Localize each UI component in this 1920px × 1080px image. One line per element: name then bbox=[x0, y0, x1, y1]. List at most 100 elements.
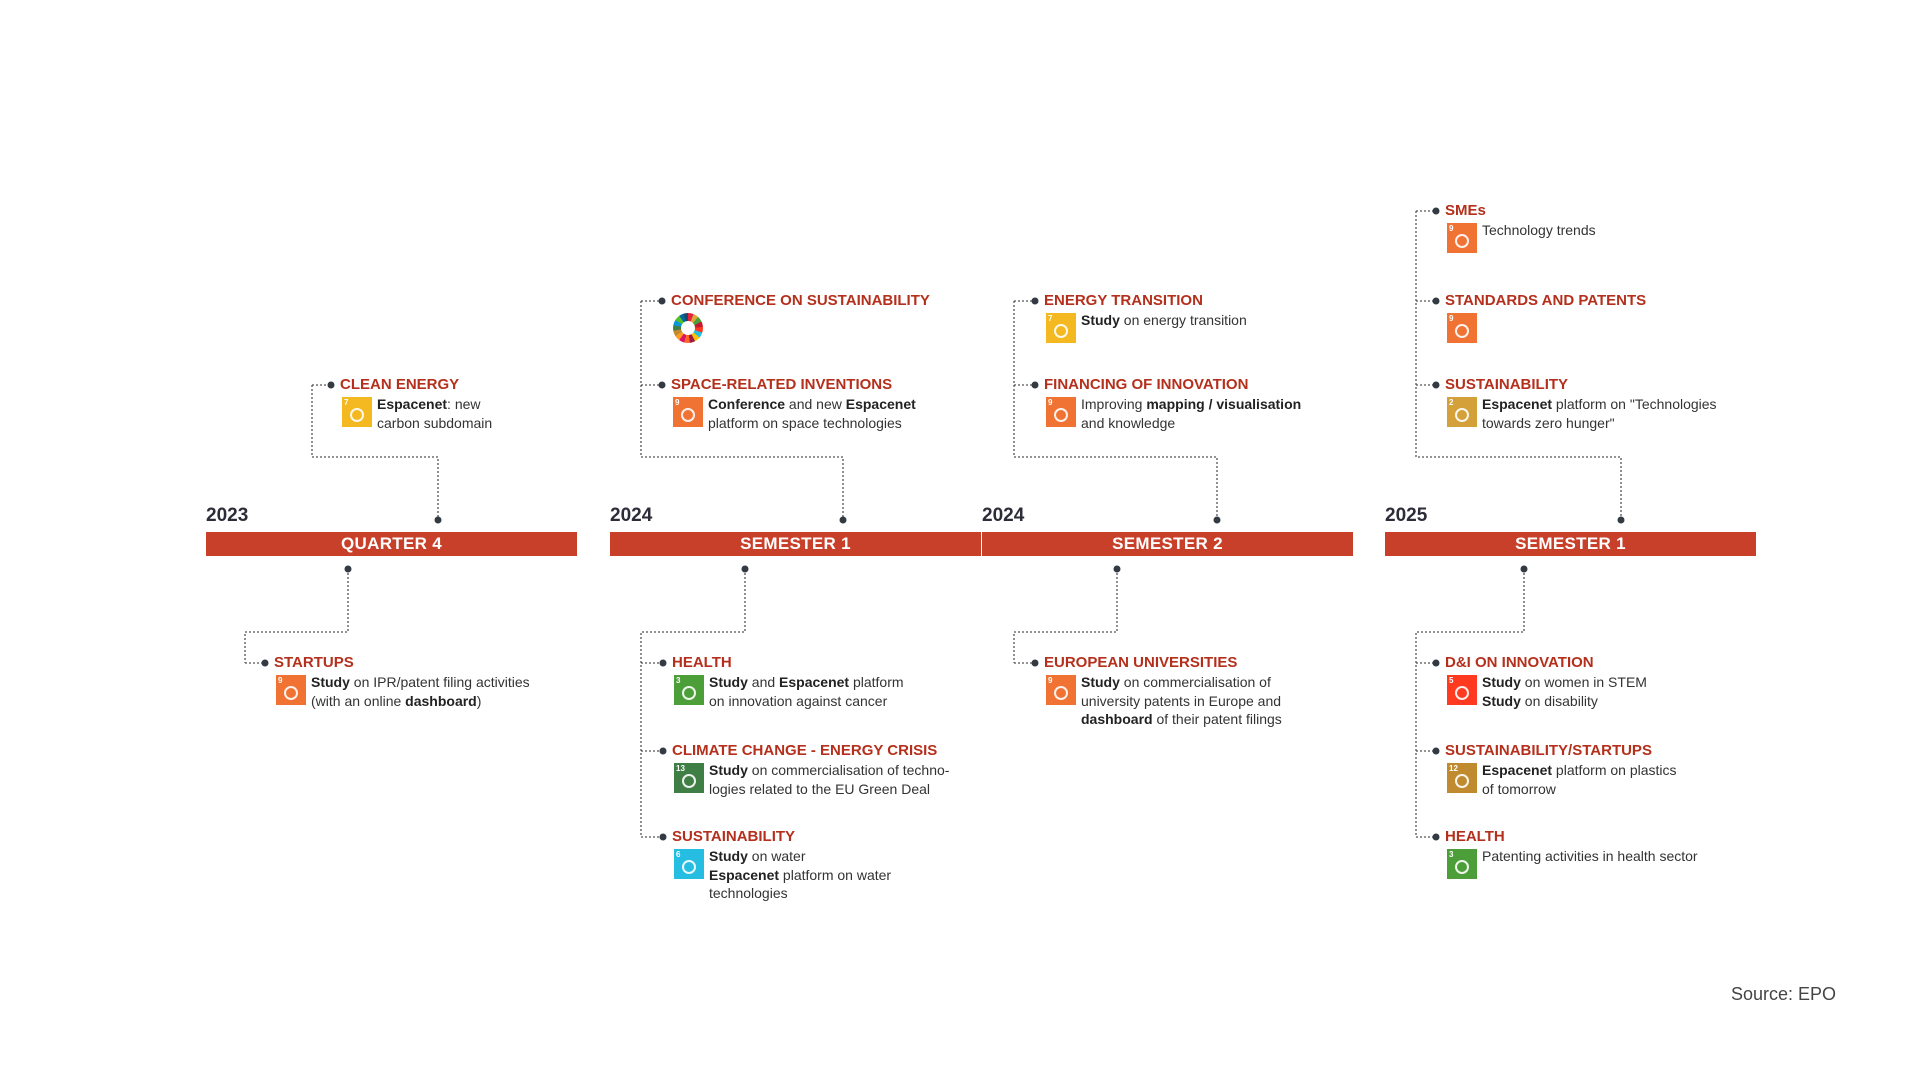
connector-dot bbox=[658, 297, 666, 305]
connector-line bbox=[640, 301, 844, 520]
description-text: technologies bbox=[709, 885, 788, 901]
item-title: SPACE-RELATED INVENTIONS bbox=[671, 376, 893, 393]
connector-dot bbox=[1113, 565, 1121, 573]
item-title: HEALTH bbox=[1445, 828, 1505, 845]
sdg9-industry-innovation-icon: 9 bbox=[1046, 675, 1076, 705]
connector-dot bbox=[434, 516, 442, 524]
sdg-number: 7 bbox=[344, 398, 349, 407]
item-title: STARTUPS bbox=[274, 654, 354, 671]
description-text: carbon subdomain bbox=[377, 414, 493, 431]
description-text: platform bbox=[849, 674, 904, 690]
description-text: dashboard bbox=[1081, 711, 1153, 727]
description-text: Conference bbox=[708, 396, 786, 412]
description-text: Improving bbox=[1081, 396, 1147, 412]
item-title: FINANCING OF INNOVATION bbox=[1044, 376, 1249, 393]
sdg-number: 9 bbox=[1048, 676, 1053, 685]
sdg9-industry-innovation-icon: 9 bbox=[1046, 397, 1076, 427]
description-text: Study bbox=[709, 674, 748, 690]
connector-dot bbox=[344, 565, 352, 573]
sdg12-responsible-consumption-icon: 12 bbox=[1447, 763, 1477, 793]
description-text: ) bbox=[476, 692, 482, 709]
description-text: Patenting activities in health sector bbox=[1482, 848, 1698, 864]
sdg9-industry-innovation-icon: 9 bbox=[1447, 223, 1477, 253]
description-text: (with an online bbox=[311, 692, 406, 709]
description-text: and knowledge bbox=[1081, 414, 1176, 431]
sdg-number: 9 bbox=[675, 398, 680, 407]
description-text: and bbox=[747, 674, 780, 690]
description-text: mapping / visualisation bbox=[1146, 396, 1302, 412]
sdg-number: 3 bbox=[1449, 850, 1454, 859]
sdg13-climate-action-icon: 13 bbox=[674, 763, 704, 793]
sdg-number: 6 bbox=[676, 850, 681, 859]
item-title: CLIMATE CHANGE - ENERGY CRISIS bbox=[672, 742, 938, 759]
sdg-number: 9 bbox=[1048, 398, 1053, 407]
item-title: ENERGY TRANSITION bbox=[1044, 292, 1203, 309]
connector-dot bbox=[1617, 516, 1625, 524]
period-year: 2024 bbox=[610, 505, 653, 526]
sdg-number: 13 bbox=[676, 764, 685, 773]
description-text: on commercialisation of bbox=[1119, 674, 1271, 690]
connector-dot bbox=[1031, 297, 1039, 305]
description-text: Study bbox=[709, 762, 748, 778]
item-description: Conference and new Espacenet platform on … bbox=[708, 395, 916, 432]
sdg7-affordable-clean-energy-icon: 7 bbox=[342, 397, 372, 427]
connector-line bbox=[1013, 301, 1218, 520]
item-description: Technology trends bbox=[1482, 221, 1596, 240]
connector-dot bbox=[741, 565, 749, 573]
description-text: Study bbox=[1482, 674, 1521, 690]
description-text: Study bbox=[1081, 312, 1120, 328]
item-description: Espacenet: new carbon subdomain bbox=[377, 395, 492, 432]
item-description: Espacenet platform on "Technologies towar… bbox=[1482, 395, 1717, 432]
description-text: logies related to the EU Green Deal bbox=[709, 780, 931, 797]
description-text: Espacenet bbox=[845, 396, 916, 412]
sdg-number: 2 bbox=[1449, 398, 1454, 407]
item-title: CONFERENCE ON SUSTAINABILITY bbox=[671, 292, 930, 309]
item-title: STANDARDS AND PATENTS bbox=[1445, 292, 1647, 309]
connector-dot bbox=[1432, 659, 1440, 667]
description-text: Espacenet bbox=[1482, 396, 1553, 412]
description-text: Espacenet bbox=[709, 866, 780, 883]
description-text: Study bbox=[311, 674, 350, 690]
description-text: platform on space technologies bbox=[708, 414, 902, 431]
sdg-number: 9 bbox=[278, 676, 283, 685]
description-text: of tomorrow bbox=[1482, 780, 1556, 797]
item-description: Espacenet platform on plastics of tomorro… bbox=[1482, 761, 1677, 798]
item-description: Study and Espacenet platform on innovatio… bbox=[709, 673, 904, 710]
description-text: on innovation against cancer bbox=[709, 692, 888, 709]
connector-line bbox=[1415, 569, 1525, 837]
item-description: Study on water Espacenet platform on wate… bbox=[709, 847, 891, 903]
sdg-number: 9 bbox=[1449, 224, 1454, 233]
item-title: D&I ON INNOVATION bbox=[1445, 654, 1594, 671]
source-note: Source: EPO bbox=[1730, 984, 1836, 1004]
connector-line bbox=[244, 569, 349, 663]
description-text: Espacenet bbox=[1482, 762, 1553, 778]
description-text: Espacenet bbox=[377, 396, 448, 412]
period-year: 2025 bbox=[1385, 505, 1428, 526]
connector-dot bbox=[1031, 381, 1039, 389]
connector-dot bbox=[1520, 565, 1528, 573]
description-text: Espacenet bbox=[779, 674, 850, 690]
period-bar: SEMESTER 1 bbox=[1385, 532, 1756, 556]
sdg7-affordable-clean-energy-icon: 7 bbox=[1046, 313, 1076, 343]
description-text: and new bbox=[785, 396, 846, 412]
period-year: 2023 bbox=[206, 505, 249, 526]
period-bar: SEMESTER 1 bbox=[610, 532, 981, 556]
connector-dot bbox=[659, 747, 667, 755]
sdg-number: 5 bbox=[1449, 676, 1454, 685]
connector-dot bbox=[658, 381, 666, 389]
connector-dot bbox=[1432, 747, 1440, 755]
sdg-wheel-icon bbox=[673, 313, 703, 343]
period-year: 2024 bbox=[982, 505, 1025, 526]
connector-line bbox=[311, 385, 439, 520]
period-bar: QUARTER 4 bbox=[206, 532, 577, 556]
connector-dot bbox=[1432, 207, 1440, 215]
item-title: CLEAN ENERGY bbox=[340, 376, 460, 393]
description-text: platform on "Technologies bbox=[1552, 396, 1717, 412]
item-description: Improving mapping / visualisation and kno… bbox=[1081, 395, 1301, 432]
description-text: Study bbox=[1081, 674, 1120, 690]
sdg-number: 12 bbox=[1449, 764, 1458, 773]
connector-dot bbox=[1213, 516, 1221, 524]
item-description: Study on women in STEM Study on disabilit… bbox=[1482, 673, 1647, 710]
description-text: on IPR/patent filing activities bbox=[349, 674, 530, 690]
